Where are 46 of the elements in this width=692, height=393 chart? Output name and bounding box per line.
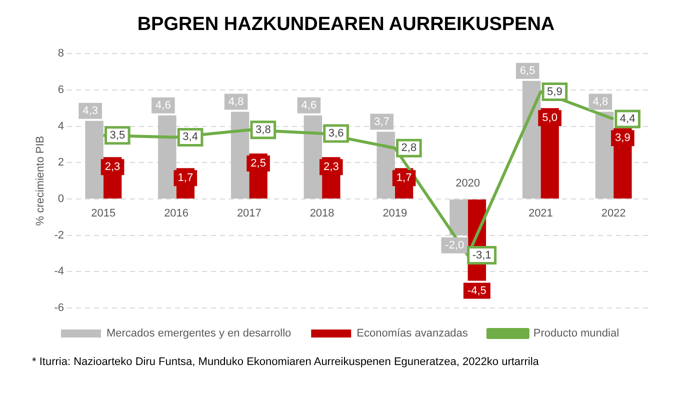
data-label: -4,5 (467, 284, 486, 297)
x-tick-label: 2021 (528, 208, 553, 220)
y-axis-title: % crecimiento PIB (34, 136, 47, 226)
data-label: 2,3 (104, 161, 120, 174)
data-label: 3,7 (374, 116, 390, 128)
text: * Iturria: Nazioarteko Diru Funtsa, Munduko Ekonomiaren Aurreikuspenen Eguneratzea, 2022ko urtarrila (32, 356, 539, 368)
data-label: 2,5 (250, 158, 266, 170)
y-tick-label: 4 (58, 120, 64, 132)
data-label: 2,3 (324, 161, 339, 174)
y-tick-label: -2 (54, 229, 64, 242)
data-label: 1,7 (396, 172, 412, 184)
data-label: 1,7 (178, 172, 194, 184)
x-tick-label: 2017 (236, 208, 262, 220)
y-tick-label: 0 (58, 193, 64, 206)
x-tick-label: 2022 (601, 208, 626, 220)
x-tick-label: 2016 (164, 208, 189, 220)
data-label: 5,0 (542, 112, 558, 124)
data-label: 4,8 (228, 96, 244, 108)
chart-title: BPGREN HAZKUNDEAREN AURREIKUSPENA (136, 14, 556, 36)
legend-label: Producto mundial (533, 328, 620, 340)
y-tick-label: 8 (58, 48, 64, 60)
y-tick-label: -6 (54, 302, 64, 314)
data-label: 3,5 (110, 129, 126, 142)
data-label: 4,6 (301, 99, 317, 112)
y-tick-label: 2 (58, 156, 64, 169)
data-label: 3,9 (615, 132, 630, 144)
data-label: 6,5 (520, 64, 536, 77)
x-tick-label: 2018 (310, 208, 334, 220)
data-label: 4,6 (156, 99, 171, 112)
legend-label: Economías avanzadas (356, 328, 468, 340)
data-label: 3,8 (256, 124, 271, 136)
data-label: 3,4 (182, 131, 198, 144)
y-tick-label: -4 (54, 266, 64, 278)
data-label: 2,8 (401, 142, 417, 154)
y-tick-label: 6 (58, 84, 64, 96)
data-label: 4,4 (620, 113, 636, 126)
data-label: 4,8 (592, 96, 608, 108)
data-label: 3,6 (328, 128, 344, 140)
data-label: 4,3 (82, 104, 98, 117)
x-tick-label: 2015 (91, 208, 116, 220)
x-tick-label: 2020 (456, 178, 480, 190)
data-label: 5,9 (547, 86, 562, 98)
data-label: -3,1 (472, 249, 492, 262)
x-tick-label: 2019 (382, 208, 408, 220)
legend-label: Mercados emergentes y en desarrollo (106, 328, 292, 340)
data-label: -2,0 (445, 239, 464, 252)
